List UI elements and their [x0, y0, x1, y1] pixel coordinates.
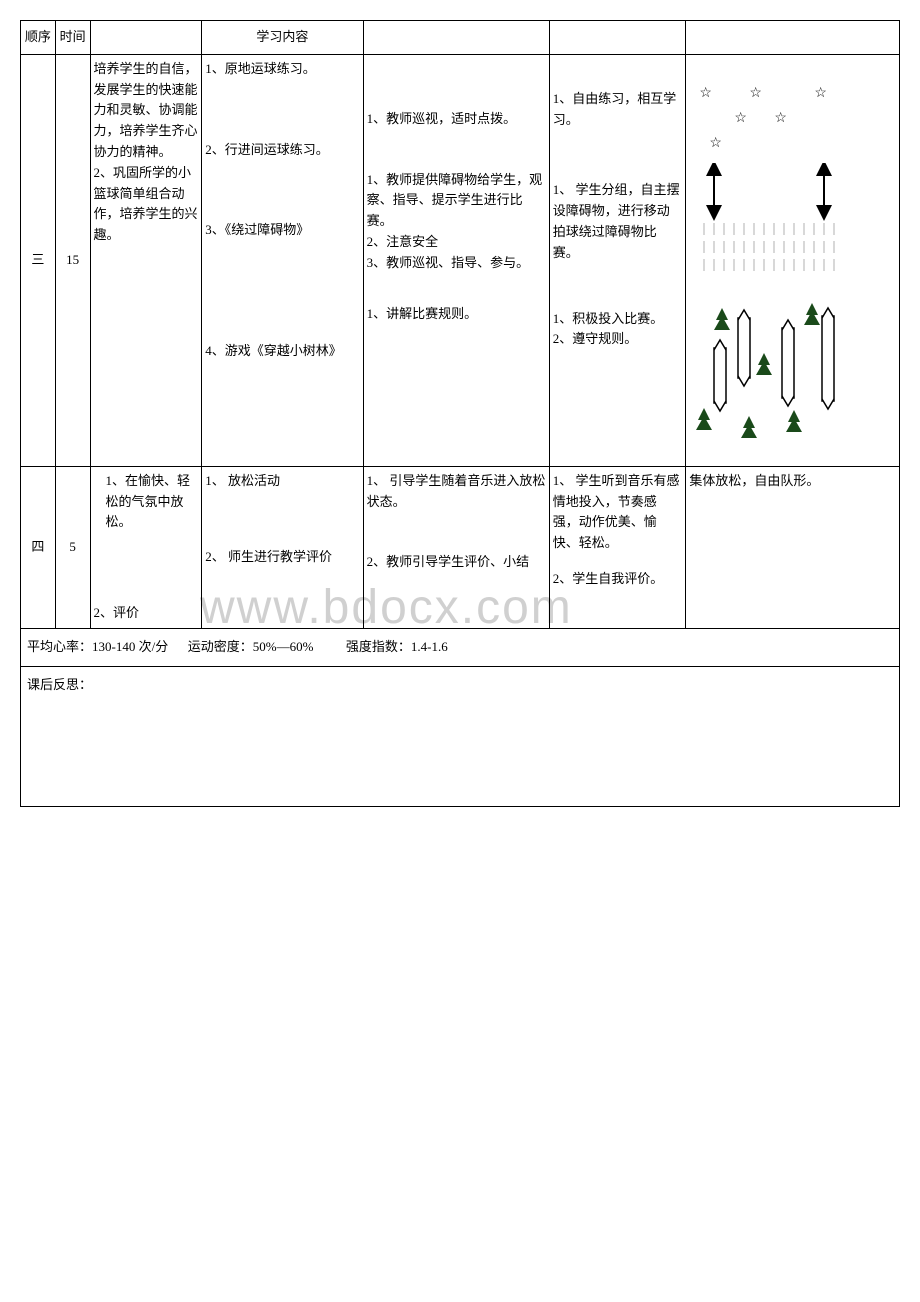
row4-goal-1: 1、在愉快、轻松的气氛中放松。 [94, 471, 199, 533]
row3-content: 1、原地运球练习。 2、行进间运球练习。 3、《绕过障碍物》 4、游戏《穿越小树… [202, 54, 363, 466]
row3-content-4: 4、游戏《穿越小树林》 [205, 341, 359, 362]
row3-diagram: ☆ ☆ ☆ ☆ ☆ ☆ [686, 54, 900, 466]
row4-diagram-text: 集体放松，自由队形。 [689, 471, 896, 492]
row3-time: 15 [55, 54, 90, 466]
row4-teacher-2: 2、教师引导学生评价、小结 [367, 552, 546, 573]
row3-teacher-5: 1、讲解比赛规则。 [367, 304, 546, 325]
row3-teacher-3: 2、注意安全 [367, 232, 546, 253]
row3-teacher-1: 1、教师巡视，适时点拨。 [367, 109, 546, 130]
row3-seq-text: 三 [31, 252, 44, 267]
header-seq-label: 顺序 [25, 29, 51, 44]
row4-goal-2: 2、评价 [94, 603, 199, 624]
header-goal-empty [90, 21, 202, 55]
header-teacher-empty [363, 21, 549, 55]
reflection-label: 课后反思： [27, 677, 92, 692]
row4-seq-text: 四 [31, 539, 44, 554]
table-header-row: 顺序 时间 学习内容 [21, 21, 900, 55]
table-reflection-row: 课后反思： [21, 666, 900, 806]
row3-student: 1、自由练习，相互学习。 1、 学生分组，自主摆设障碍物，进行移动拍球绕过障碍物… [549, 54, 686, 466]
reflection-cell: 课后反思： [21, 666, 900, 806]
row3-teacher: 1、教师巡视，适时点拨。 1、教师提供障碍物给学生，观察、指导、提示学生进行比赛… [363, 54, 549, 466]
row3-seq: 三 [21, 54, 56, 466]
header-diagram-empty [686, 21, 900, 55]
header-time: 时间 [55, 21, 90, 55]
row4-content-1: 1、 放松活动 [205, 471, 359, 492]
header-content: 学习内容 [202, 21, 363, 55]
row4-content: 1、 放松活动 2、 师生进行教学评价 [202, 466, 363, 628]
row4-goal: 1、在愉快、轻松的气氛中放松。 2、评价 [90, 466, 202, 628]
row4-student-1: 1、 学生听到音乐有感情地投入，节奏感强，动作优美、愉快、轻松。 [553, 471, 683, 554]
header-content-label: 学习内容 [256, 29, 308, 44]
arrows-rect-icon [694, 163, 891, 283]
heartrate-value: 130-140 次/分 [92, 639, 168, 654]
density-label: 运动密度： [188, 639, 253, 654]
row4-student: 1、 学生听到音乐有感情地投入，节奏感强，动作优美、愉快、轻松。 2、学生自我评… [549, 466, 686, 628]
density-value: 50%—60% [253, 639, 314, 654]
row4-teacher: 1、 引导学生随着音乐进入放松状态。 2、教师引导学生评价、小结 [363, 466, 549, 628]
intensity-value: 1.4-1.6 [411, 639, 448, 654]
row3-content-1: 1、原地运球练习。 [205, 59, 359, 80]
row4-student-2: 2、学生自我评价。 [553, 569, 683, 590]
row3-goal-text: 培养学生的自信，发展学生的快速能力和灵敏、协调能力，培养学生齐心协力的精神。 2… [94, 61, 198, 242]
row3-goal: 培养学生的自信，发展学生的快速能力和灵敏、协调能力，培养学生齐心协力的精神。 2… [90, 54, 202, 466]
header-student-empty [549, 21, 686, 55]
row3-student-3: 1、积极投入比赛。 [553, 309, 683, 330]
row4-content-2: 2、 师生进行教学评价 [205, 547, 359, 568]
intensity-label: 强度指数： [346, 639, 411, 654]
row3-teacher-2: 1、教师提供障碍物给学生，观察、指导、提示学生进行比赛。 [367, 170, 546, 232]
row3-content-2: 2、行进间运球练习。 [205, 140, 359, 161]
row4-seq: 四 [21, 466, 56, 628]
stars-formation-icon: ☆ ☆ ☆ ☆ ☆ ☆ [694, 63, 891, 153]
trees-formation-icon [694, 298, 891, 458]
row3-student-2: 1、 学生分组，自主摆设障碍物，进行移动拍球绕过障碍物比赛。 [553, 180, 683, 263]
row4-time: 5 [55, 466, 90, 628]
heartrate-label: 平均心率： [27, 639, 92, 654]
lesson-plan-table: 顺序 时间 学习内容 三 15 培养学生的自信，发展学生的快速能力和灵敏、协调能… [20, 20, 900, 807]
metrics-cell: 平均心率：130-140 次/分 运动密度：50%—60% 强度指数：1.4-1… [21, 628, 900, 666]
row3-student-4: 2、遵守规则。 [553, 329, 683, 350]
table-row-4: 四 5 1、在愉快、轻松的气氛中放松。 2、评价 1、 放松活动 2、 师生进行… [21, 466, 900, 628]
table-footer-metrics: 平均心率：130-140 次/分 运动密度：50%—60% 强度指数：1.4-1… [21, 628, 900, 666]
header-time-label: 时间 [60, 29, 86, 44]
row3-time-text: 15 [66, 252, 79, 267]
row3-teacher-4: 3、教师巡视、指导、参与。 [367, 253, 546, 274]
row3-content-3: 3、《绕过障碍物》 [205, 220, 359, 241]
row4-teacher-1: 1、 引导学生随着音乐进入放松状态。 [367, 471, 546, 513]
row3-student-1: 1、自由练习，相互学习。 [553, 89, 683, 131]
header-seq: 顺序 [21, 21, 56, 55]
row4-time-text: 5 [69, 539, 76, 554]
table-row-3: 三 15 培养学生的自信，发展学生的快速能力和灵敏、协调能力，培养学生齐心协力的… [21, 54, 900, 466]
row4-diagram: 集体放松，自由队形。 [686, 466, 900, 628]
